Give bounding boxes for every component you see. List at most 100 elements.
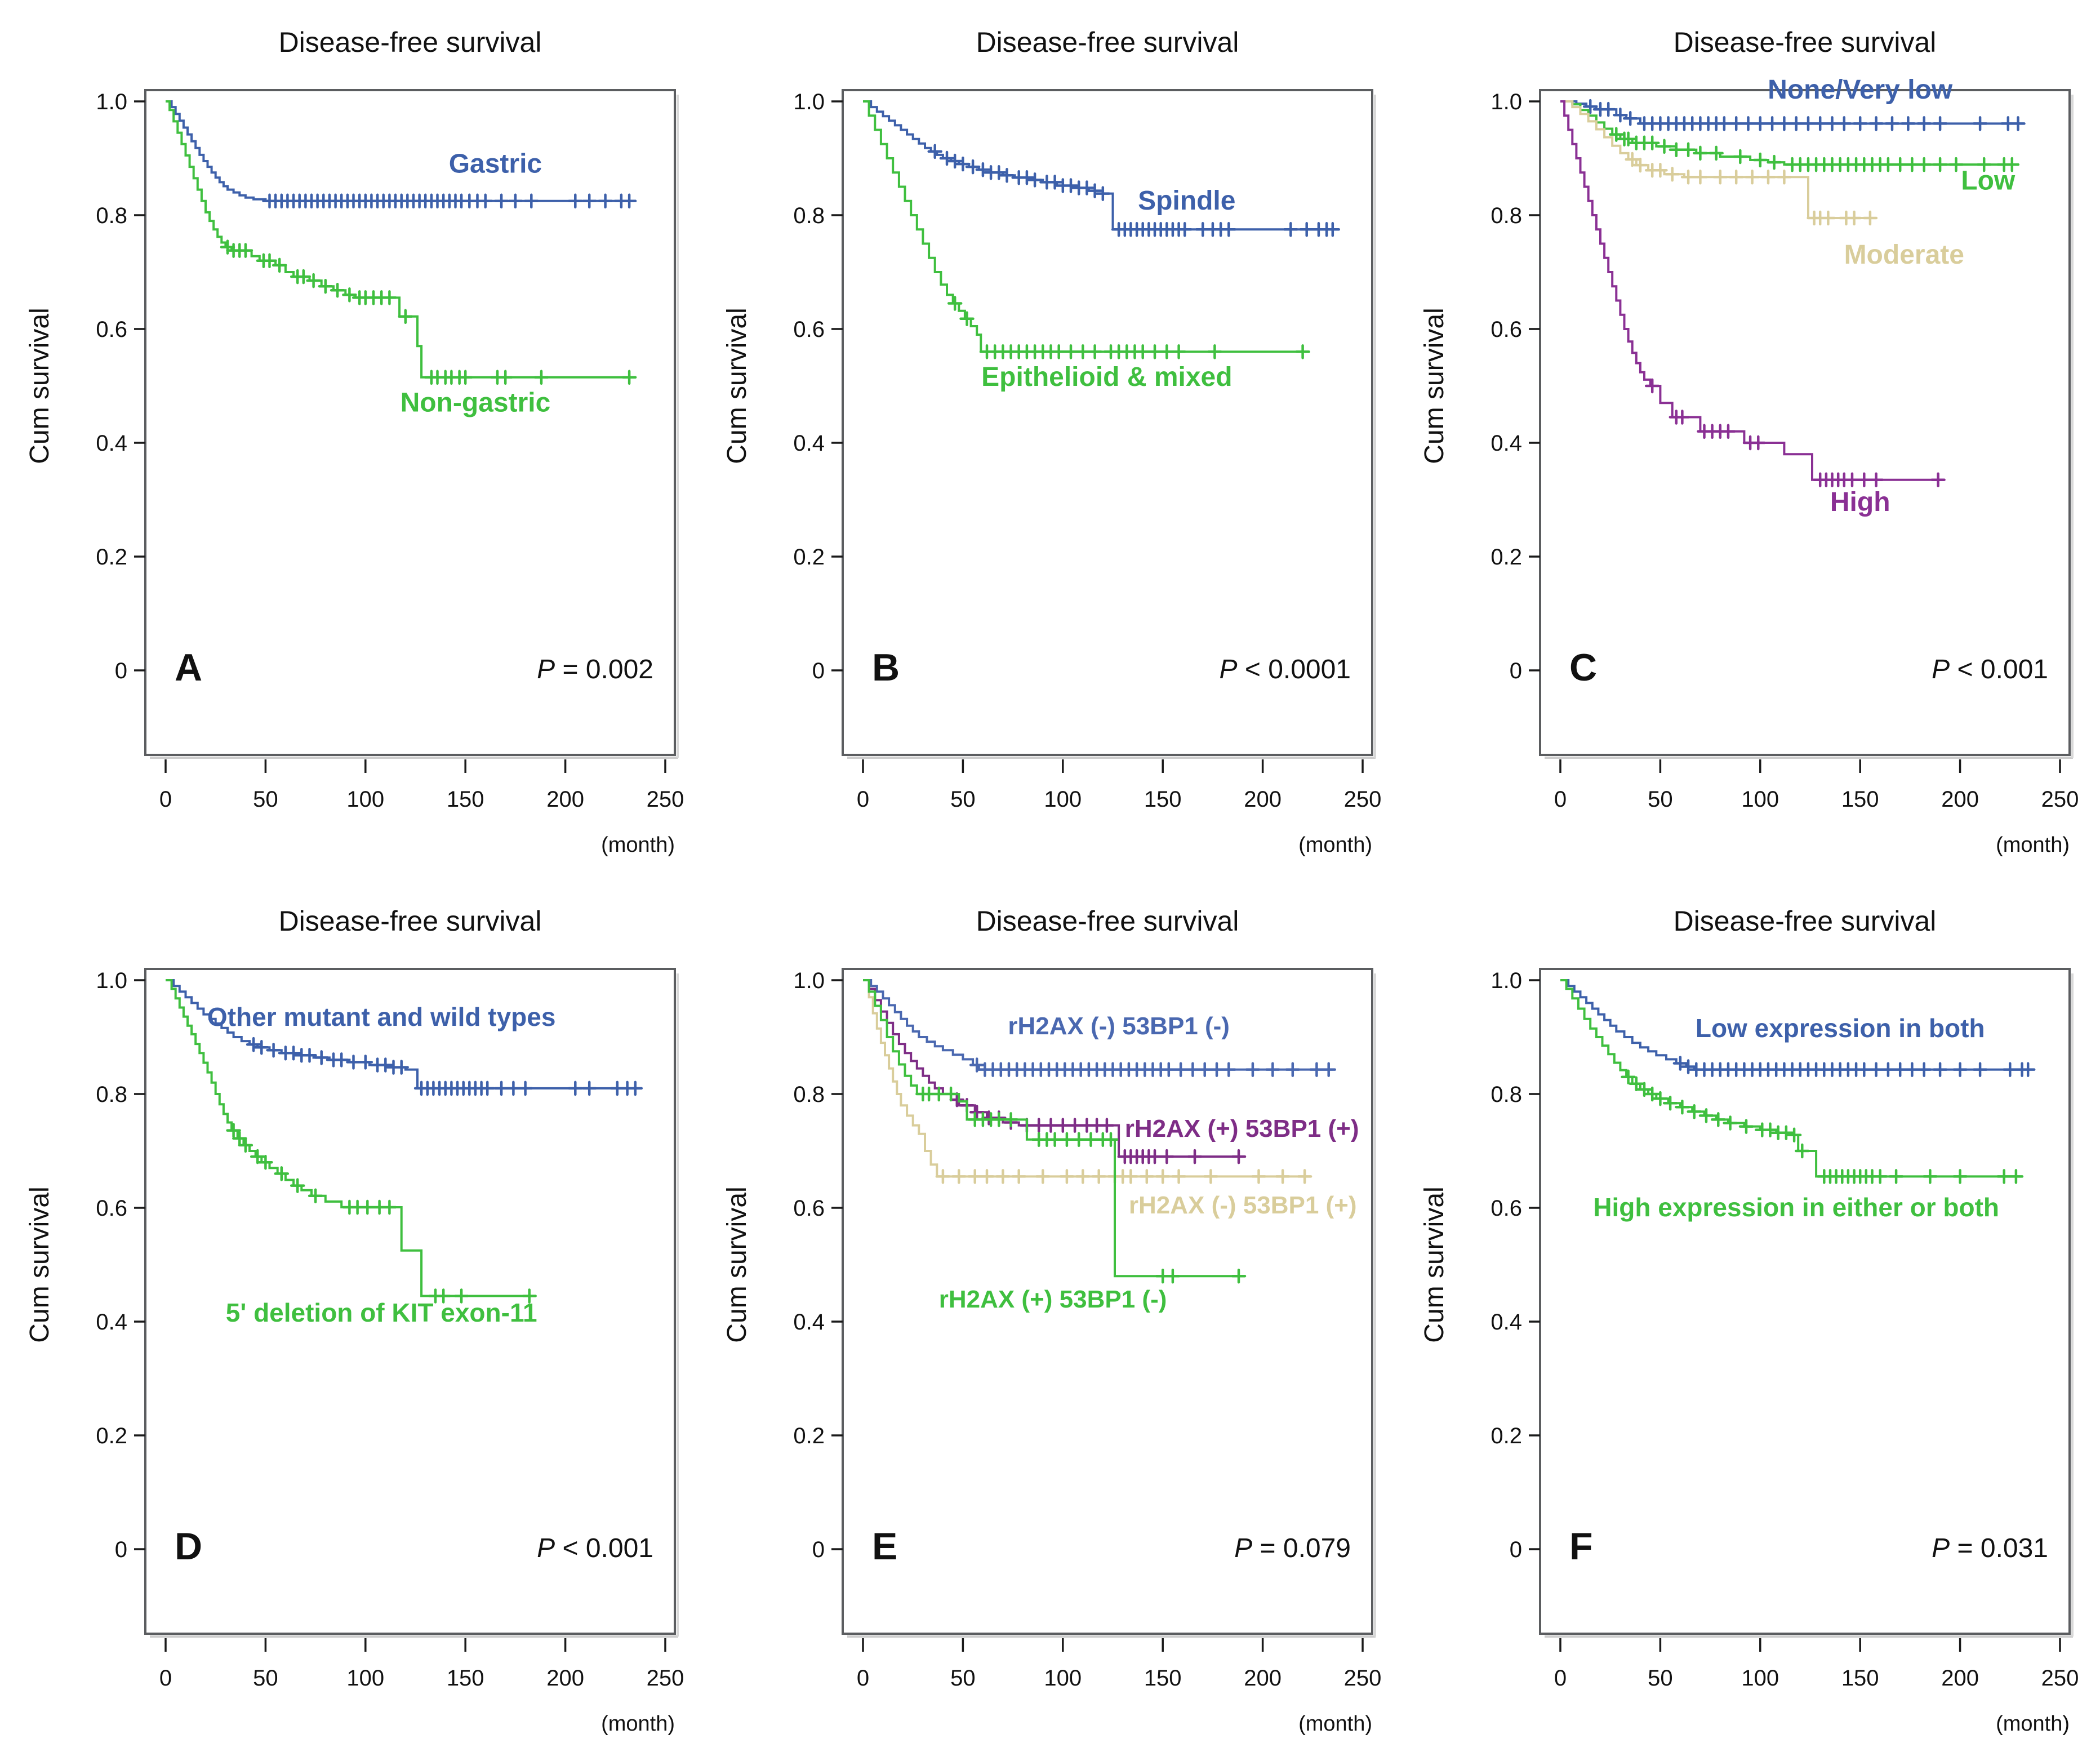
plot-box — [842, 89, 1373, 756]
curve-D-kit-exon11-deletion — [166, 979, 536, 1297]
panel-title: Disease-free survival — [1674, 905, 1937, 937]
y-tick-label: 0.8 — [1491, 1082, 1522, 1107]
x-tick-label: 0 — [159, 1666, 172, 1691]
x-tick-label: 0 — [857, 787, 869, 812]
x-tick-label: 100 — [1741, 787, 1779, 812]
x-axis-unit: (month) — [601, 833, 675, 857]
censor-marks-A-gastric — [262, 193, 637, 209]
x-tick-label: 250 — [1344, 787, 1382, 812]
y-tick-label: 1.0 — [1491, 90, 1522, 114]
panel-title: Disease-free survival — [279, 26, 542, 58]
censor-marks-B-spindle — [927, 144, 1341, 237]
curve-label-other-mutant-wild: Other mutant and wild types — [207, 1002, 556, 1031]
curve-label-moderate: Moderate — [1844, 240, 1964, 270]
panel-letter: A — [175, 646, 202, 689]
x-axis-unit: (month) — [1298, 833, 1372, 857]
curve-E-h2ax-neg-53bp1-neg — [863, 979, 1333, 1071]
curve-B-epithelioid-mixed — [863, 100, 1303, 353]
x-tick-label: 100 — [1044, 1666, 1082, 1691]
y-tick-label: 0.2 — [1491, 545, 1522, 570]
curve-label-low: Low — [1961, 166, 2016, 196]
censor-marks-E-h2ax-neg-53bp1-neg — [969, 1057, 1336, 1077]
x-tick-label: 200 — [546, 1666, 584, 1691]
panel-title: Disease-free survival — [279, 905, 542, 937]
panel-letter: E — [872, 1525, 897, 1568]
p-rest: < 0.0001 — [1237, 655, 1351, 684]
panel-F: Disease-free survival 1.0 0.8 0.6 0.4 0.2 0 Cum… — [1399, 896, 2099, 1741]
y-axis-label: Cum survival — [25, 1186, 55, 1342]
panel-A-svg: Disease-free survival 1.0 0.8 0.6 0.4 0.2 0 Cum… — [25, 26, 684, 857]
y-axis-label: Cum survival — [1420, 308, 1449, 464]
curve-C-low — [1560, 100, 2012, 166]
p-symbol: P — [1234, 1533, 1252, 1563]
panel-C: Disease-free survival 1.0 0.8 0.6 0.4 0.2 0 Cum… — [1399, 17, 2099, 862]
p-symbol: P — [1932, 1533, 1950, 1563]
x-tick-label: 50 — [253, 787, 278, 812]
censor-marks-F-high-expression-either — [1621, 1069, 2024, 1184]
x-tick-label: 250 — [647, 787, 684, 812]
x-tick-label: 200 — [546, 787, 584, 812]
x-tick-label: 50 — [1648, 1666, 1673, 1691]
curve-label-kit-exon11-deletion: 5' deletion of KIT exon-11 — [226, 1298, 537, 1327]
censor-marks-B-epithelioid-mixed — [947, 296, 1310, 359]
y-tick-label: 0.6 — [1491, 317, 1522, 342]
p-symbol: P — [1932, 655, 1950, 684]
y-tick-label: 0 — [812, 1537, 825, 1562]
plot-box — [144, 968, 676, 1635]
y-tick-label: 0.2 — [793, 1424, 825, 1448]
x-tick-label: 50 — [253, 1666, 278, 1691]
y-tick-label: 0.4 — [793, 1310, 825, 1335]
censor-marks-F-low-expression-both — [1672, 1056, 2036, 1077]
panel-letter: F — [1569, 1525, 1593, 1568]
p-rest: < 0.001 — [555, 1533, 653, 1563]
x-tick-label: 200 — [1244, 1666, 1282, 1691]
p-symbol: P — [1219, 655, 1237, 684]
y-tick-label: 1.0 — [793, 968, 825, 993]
censor-marks-A-non-gastric — [220, 239, 637, 385]
x-tick-label: 250 — [2041, 1666, 2079, 1691]
panel-F-svg: Disease-free survival 1.0 0.8 0.6 0.4 0.2 0 Cum… — [1420, 905, 2079, 1736]
y-tick-label: 0 — [1510, 659, 1522, 683]
censor-marks-C-low — [1609, 127, 2020, 172]
x-axis-unit: (month) — [601, 1712, 675, 1736]
curve-E-h2ax-neg-53bp1-pos — [863, 979, 1307, 1178]
y-axis-label: Cum survival — [25, 308, 55, 464]
curve-label-none-very-low: None/Very low — [1768, 75, 1953, 105]
x-tick-label: 50 — [950, 1666, 976, 1691]
curve-label-h2ax-neg-53bp1-pos: rH2AX (-) 53BP1 (+) — [1129, 1191, 1357, 1219]
x-tick-label: 200 — [1244, 787, 1282, 812]
censor-marks-C-moderate — [1625, 152, 1878, 226]
panel-title: Disease-free survival — [1674, 26, 1937, 58]
y-tick-label: 0.8 — [96, 1082, 127, 1107]
curve-label-low-expression-both: Low expression in both — [1696, 1013, 1985, 1043]
curve-A-non-gastric — [166, 100, 630, 379]
panel-A: Disease-free survival 1.0 0.8 0.6 0.4 0.2 0 Cum… — [5, 17, 704, 862]
x-tick-label: 150 — [447, 1666, 484, 1691]
x-tick-label: 250 — [1344, 1666, 1382, 1691]
p-value: P < 0.001 — [537, 1533, 653, 1563]
p-symbol: P — [537, 1533, 555, 1563]
curve-label-gastric: Gastric — [449, 149, 542, 179]
x-tick-label: 250 — [2041, 787, 2079, 812]
x-axis-unit: (month) — [1298, 1712, 1372, 1736]
x-tick-label: 150 — [1841, 787, 1879, 812]
x-tick-label: 100 — [346, 787, 384, 812]
panel-E: Disease-free survival 1.0 0.8 0.6 0.4 0.2 0 Cum… — [702, 896, 1402, 1741]
p-rest: < 0.001 — [1950, 655, 2048, 684]
y-tick-label: 1.0 — [1491, 968, 1522, 993]
y-tick-label: 0.4 — [96, 1310, 127, 1335]
x-tick-label: 50 — [1648, 787, 1673, 812]
x-tick-label: 200 — [1941, 1666, 1979, 1691]
plot-box — [1539, 89, 2071, 756]
plot-box — [144, 89, 676, 756]
y-tick-label: 0.8 — [96, 203, 127, 228]
y-axis-label: Cum survival — [722, 308, 752, 464]
curve-label-high: High — [1830, 487, 1890, 517]
y-tick-label: 0 — [115, 659, 127, 683]
censor-marks-E-h2ax-pos-53bp1-neg — [915, 1086, 1247, 1284]
panel-D: Disease-free survival 1.0 0.8 0.6 0.4 0.2 0 Cum… — [5, 896, 704, 1741]
censor-marks-C-none-very-low — [1582, 99, 2026, 131]
panel-B: Disease-free survival 1.0 0.8 0.6 0.4 0.2 0 Cum… — [702, 17, 1402, 862]
p-rest: = 0.031 — [1950, 1533, 2048, 1563]
